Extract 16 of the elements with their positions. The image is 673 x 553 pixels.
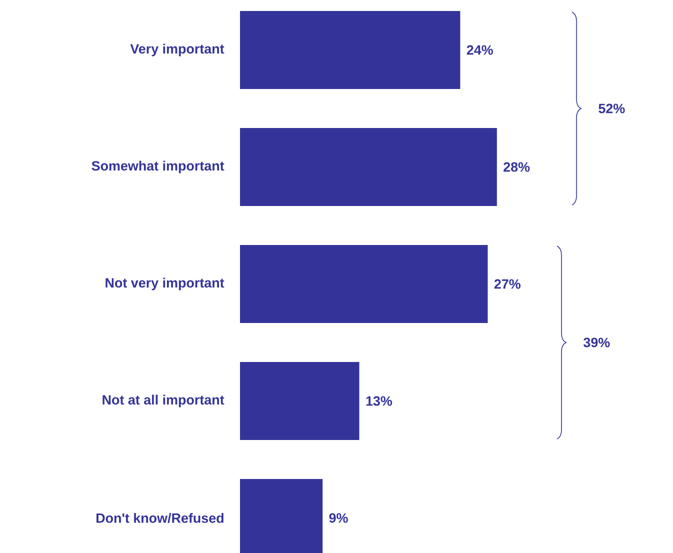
text: 52% xyxy=(598,104,625,114)
bar xyxy=(240,128,497,206)
data-label: 24% xyxy=(466,45,493,55)
y-tick-label: Very important xyxy=(130,44,224,56)
data-label: 28% xyxy=(504,162,530,172)
data-label: 13% xyxy=(366,396,392,406)
y-tick-label: Somewhat important xyxy=(92,160,224,174)
y-tick-label: Not at all important xyxy=(102,394,224,408)
bar xyxy=(240,245,488,323)
y-tick-label: Don't know/Refused xyxy=(96,512,224,523)
text: 39% xyxy=(584,338,610,348)
bar xyxy=(240,11,460,89)
data-label: 9% xyxy=(329,513,348,523)
bar xyxy=(240,362,360,440)
data-label: 27% xyxy=(494,279,520,289)
y-tick-label: Not very important xyxy=(106,278,224,290)
